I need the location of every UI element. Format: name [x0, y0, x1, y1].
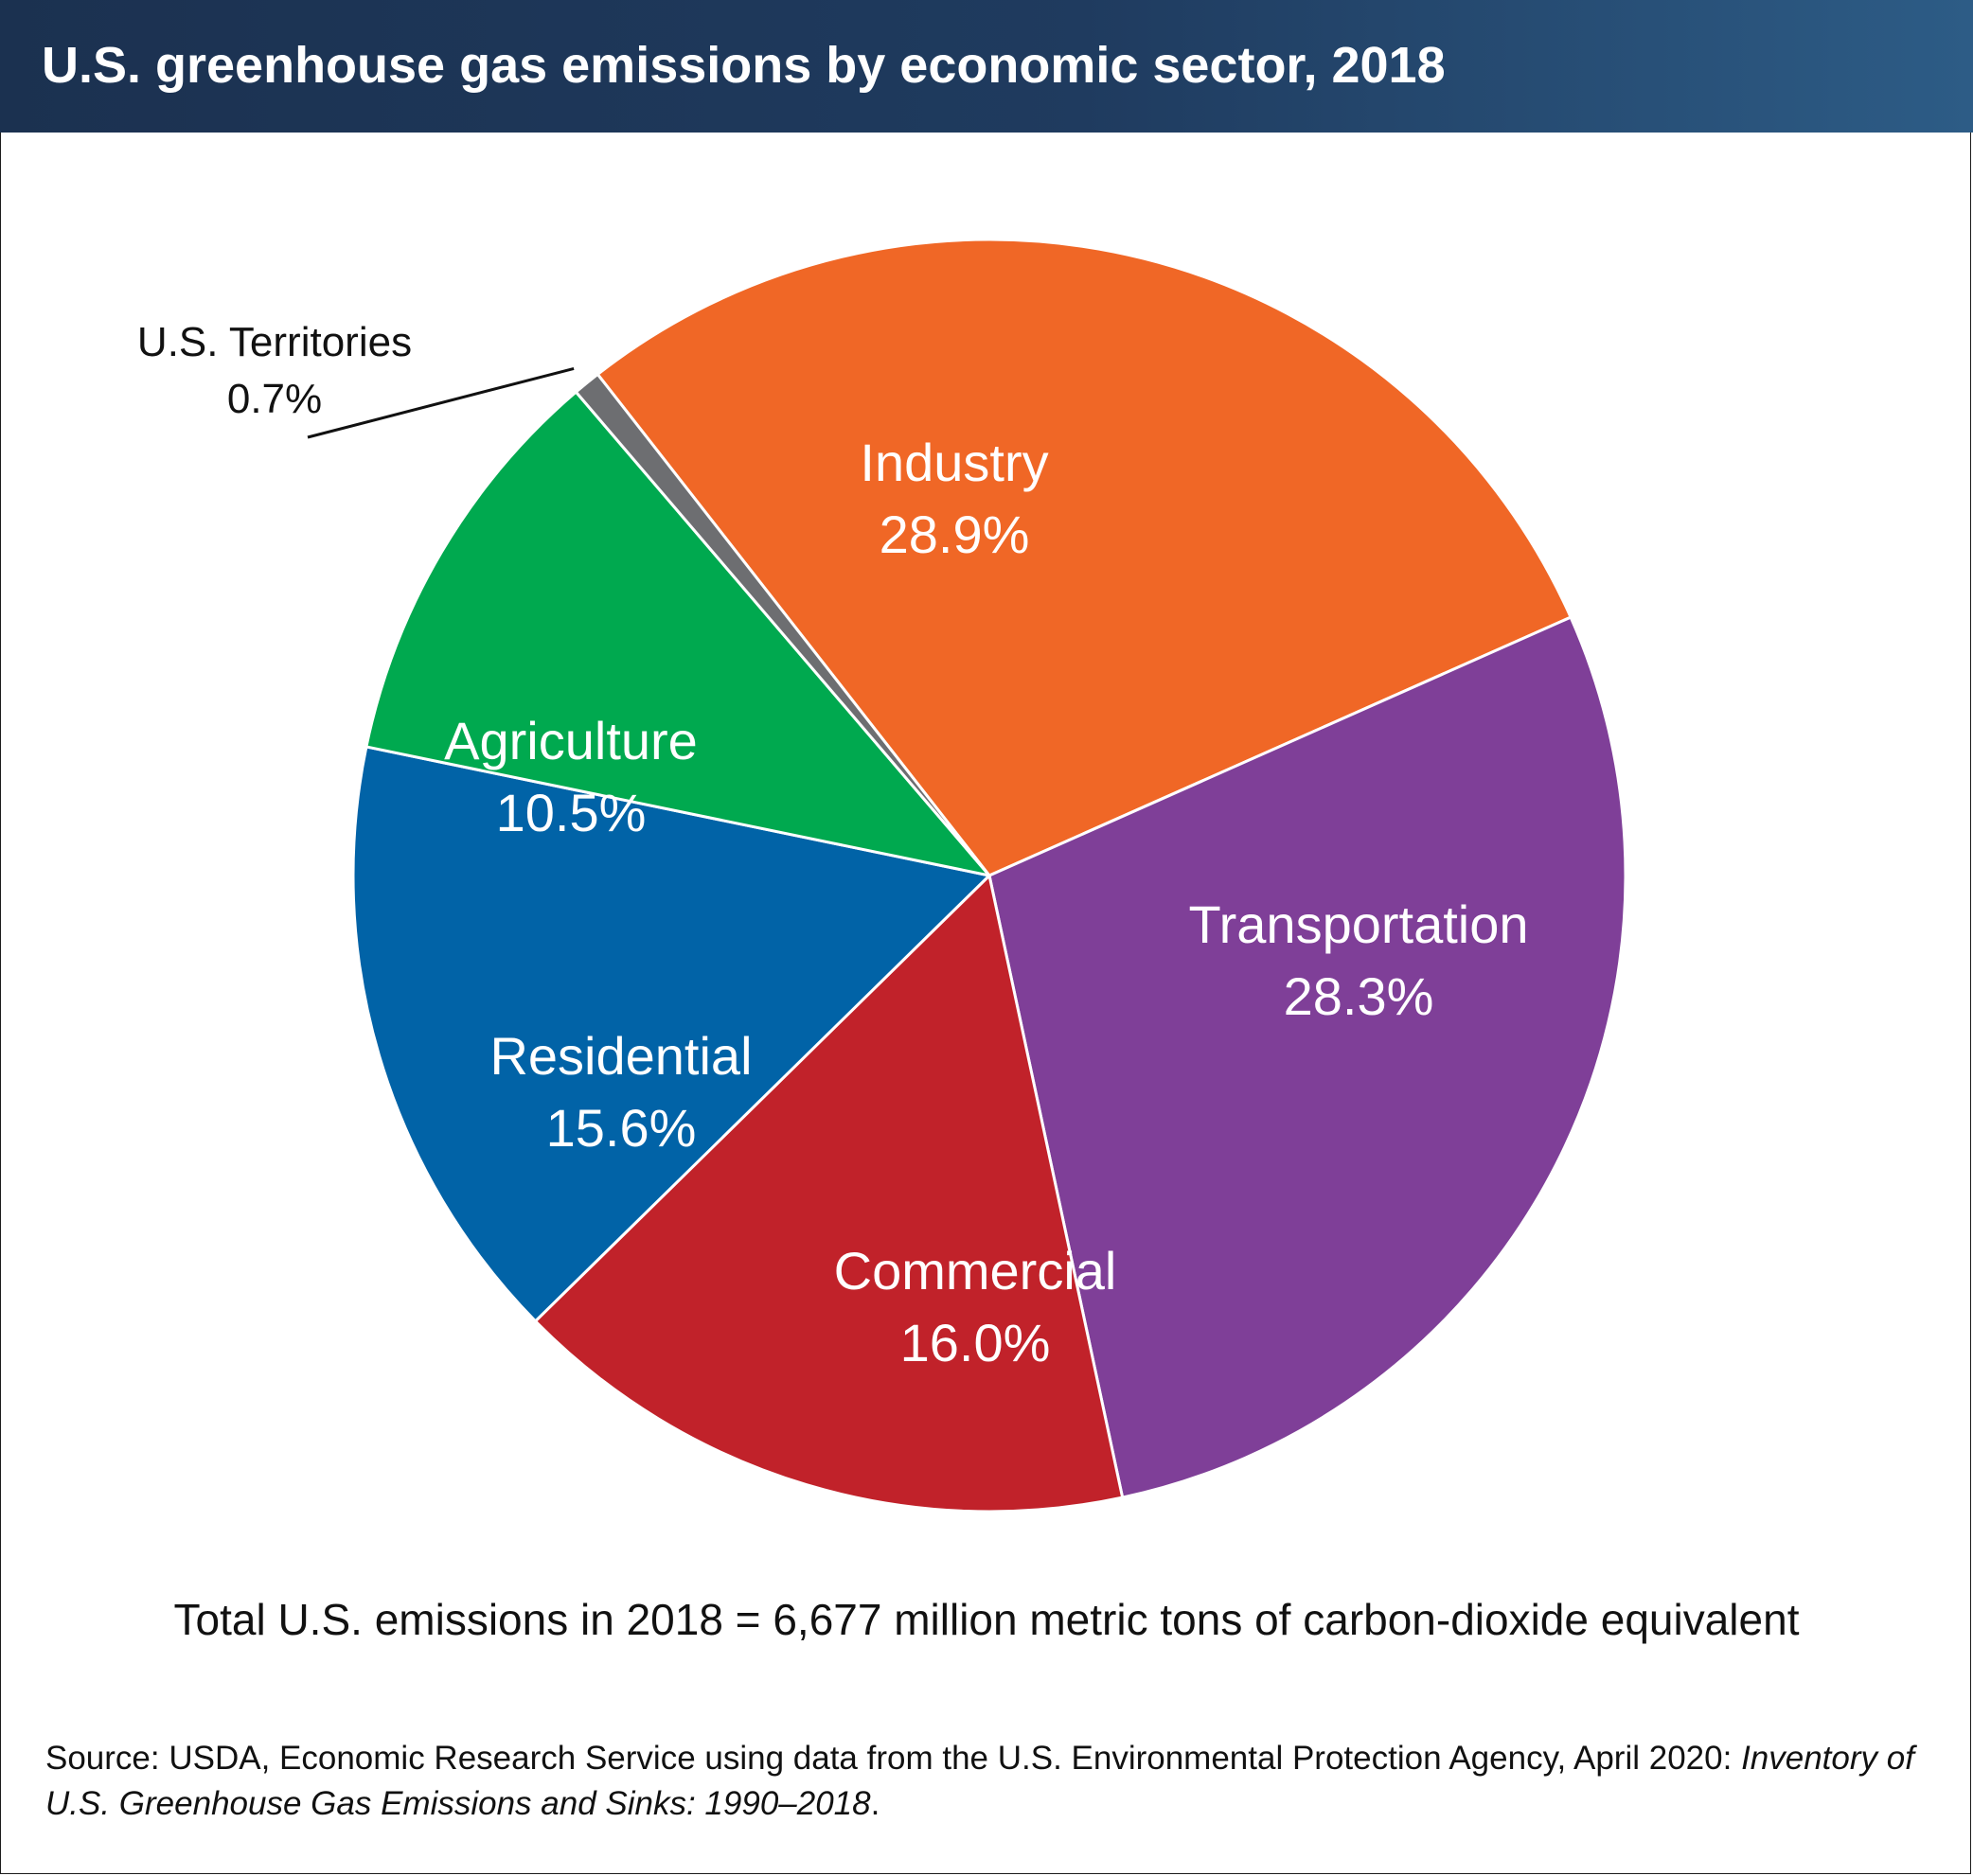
- pie-chart: Industry 28.9% Transportation 28.3% Commerci…: [137, 238, 1627, 1513]
- pie-slice-commercial: [534, 874, 1125, 1513]
- slice-label-residential: Residential: [489, 1026, 752, 1086]
- pie-slice-residential: [351, 745, 991, 1323]
- slice-label-industry: Industry: [860, 433, 1048, 492]
- pie-slice-u-s-territories: [574, 372, 991, 877]
- pie-slice-industry: [595, 238, 1573, 877]
- slice-value-residential: 15.6%: [546, 1098, 697, 1158]
- pie-slices: [351, 238, 1627, 1513]
- total-emissions-note: Total U.S. emissions in 2018 = 6,677 mil…: [173, 1595, 1800, 1644]
- pie-labels: Industry 28.9% Transportation 28.3% Commerci…: [137, 319, 1529, 1372]
- source-suffix: .: [870, 1785, 880, 1822]
- pie-slice-transportation: [987, 615, 1627, 1499]
- leader-line-u-s-territories: [307, 366, 575, 439]
- slice-label-transportation: Transportation: [1189, 894, 1529, 954]
- title-bar: U.S. greenhouse gas emissions by economi…: [0, 0, 1973, 133]
- slice-value-industry: 28.9%: [880, 504, 1030, 564]
- source-title: Inventory of U.S. Greenhouse Gas Emissio…: [45, 1740, 1914, 1822]
- slice-value-u-s-territories: 0.7%: [227, 376, 322, 422]
- pie-slice-agriculture: [364, 390, 991, 877]
- slice-value-agriculture: 10.5%: [496, 783, 647, 842]
- source-note: Source: USDA, Economic Research Service …: [45, 1736, 1939, 1827]
- slice-label-agriculture: Agriculture: [444, 711, 698, 770]
- slice-value-transportation: 28.3%: [1284, 966, 1434, 1026]
- slice-label-commercial: Commercial: [834, 1241, 1117, 1301]
- slice-label-u-s-territories: U.S. Territories: [137, 319, 412, 365]
- slice-value-commercial: 16.0%: [900, 1313, 1051, 1372]
- source-prefix: Source: USDA, Economic Research Service …: [45, 1740, 1742, 1777]
- chart-title: U.S. greenhouse gas emissions by economi…: [42, 37, 1446, 94]
